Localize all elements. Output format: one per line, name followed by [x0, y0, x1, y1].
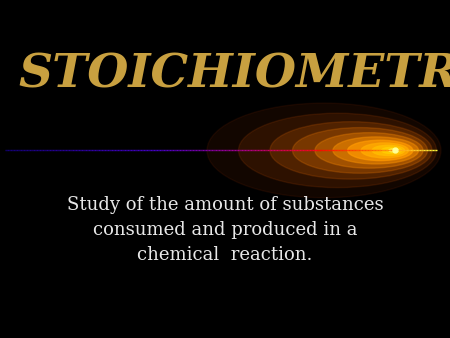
Ellipse shape	[372, 145, 405, 155]
Ellipse shape	[382, 147, 401, 153]
Text: STOICHIOMETRY: STOICHIOMETRY	[18, 51, 450, 97]
Ellipse shape	[347, 140, 413, 161]
Ellipse shape	[315, 132, 423, 168]
Ellipse shape	[270, 122, 432, 179]
Ellipse shape	[389, 149, 399, 152]
Ellipse shape	[333, 137, 418, 164]
Ellipse shape	[292, 128, 428, 173]
Text: Study of the amount of substances
consumed and produced in a
chemical  reaction.: Study of the amount of substances consum…	[67, 196, 383, 264]
Ellipse shape	[238, 113, 436, 188]
Ellipse shape	[207, 103, 441, 198]
Ellipse shape	[361, 143, 409, 158]
